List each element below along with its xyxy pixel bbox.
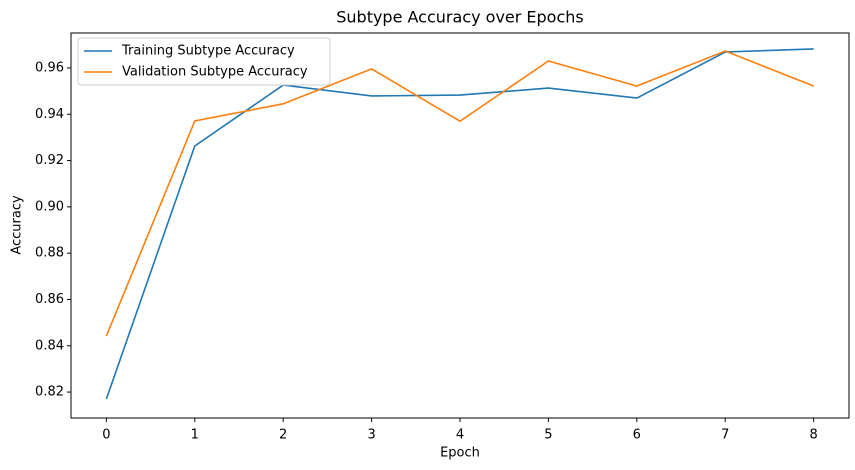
x-tick-label: 8 — [809, 428, 817, 443]
x-tick-label: 2 — [279, 428, 287, 443]
y-tick-label: 0.86 — [35, 292, 64, 307]
y-tick-label: 0.96 — [35, 60, 64, 75]
y-tick-label: 0.84 — [35, 338, 64, 353]
plot-frame — [70, 32, 850, 419]
y-tick-label: 0.92 — [35, 153, 64, 168]
y-tick-label: 0.94 — [35, 107, 64, 122]
x-tick-label: 0 — [102, 428, 110, 443]
legend-box — [77, 37, 331, 86]
y-tick-label: 0.82 — [35, 385, 64, 400]
chart-title: Subtype Accuracy over Epochs — [336, 8, 584, 27]
x-axis-label: Epoch — [440, 446, 480, 461]
x-tick-label: 7 — [721, 428, 729, 443]
x-tick-label: 1 — [191, 428, 199, 443]
y-tick-label: 0.90 — [35, 199, 64, 214]
data-line — [105, 50, 814, 337]
legend-label: Training Subtype Accuracy — [121, 44, 295, 59]
data-line — [105, 48, 814, 400]
x-tick-label: 4 — [456, 428, 464, 443]
legend-label: Validation Subtype Accuracy — [122, 65, 308, 80]
y-tick-label: 0.88 — [35, 246, 64, 261]
y-axis-label: Accuracy — [10, 195, 25, 255]
x-tick-label: 6 — [633, 428, 641, 443]
x-tick-label: 3 — [367, 428, 375, 443]
x-tick-label: 5 — [544, 428, 552, 443]
